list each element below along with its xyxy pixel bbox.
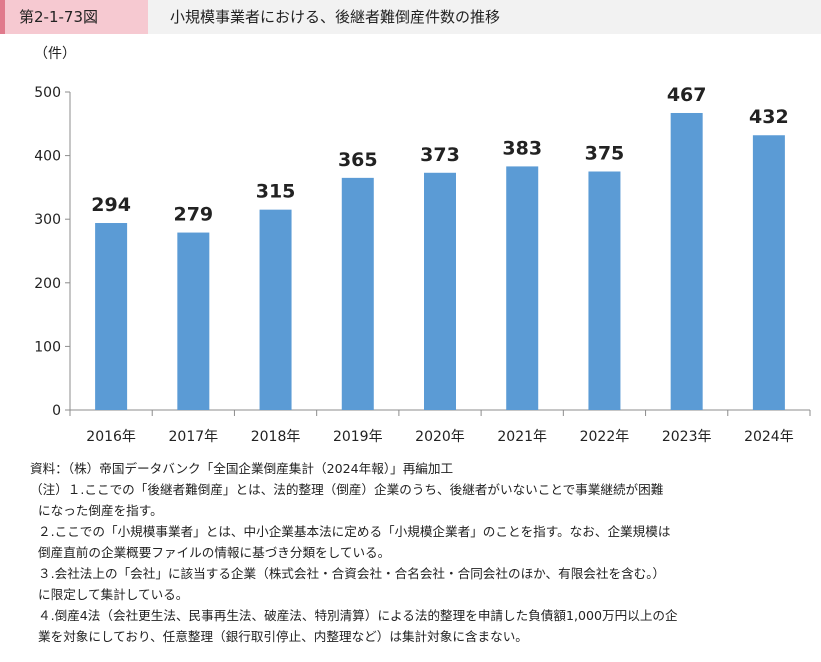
bar <box>670 112 703 410</box>
bar <box>95 223 128 410</box>
bars: 294 279 315 365 373 383 375 467 432 <box>91 84 789 411</box>
bar <box>259 209 292 410</box>
y-tick-label: 300 <box>34 212 61 228</box>
source-note: 資料：（株）帝国データバンク「全国企業倒産集計（2024年報）」再編加工 <box>30 461 454 476</box>
figure-header: 第2-1-73図 小規模事業者における、後継者難倒産件数の推移 <box>0 0 821 34</box>
y-tick-label: 500 <box>34 85 61 101</box>
y-tick-label: 200 <box>34 276 61 292</box>
note-line: になった倒産を指す。 <box>38 503 163 518</box>
data-label: 375 <box>585 143 625 165</box>
data-label: 383 <box>502 137 542 159</box>
bar <box>341 177 374 410</box>
data-label: 279 <box>173 204 213 226</box>
data-label: 294 <box>91 194 131 216</box>
bar <box>177 232 210 410</box>
data-label: 315 <box>256 181 296 203</box>
x-tick-label: 2018年 <box>251 429 301 445</box>
bar <box>506 166 539 410</box>
bar <box>588 171 621 410</box>
notes: 資料：（株）帝国データバンク「全国企業倒産集計（2024年報）」再編加工 （注）… <box>30 458 810 647</box>
x-tick-label: 2017年 <box>169 429 219 445</box>
x-tick-label: 2020年 <box>415 429 465 445</box>
y-axis: 0 100 200 300 400 500 <box>34 85 71 419</box>
y-tick-label: 0 <box>52 403 61 419</box>
y-tick-label: 400 <box>34 149 61 165</box>
data-label: 373 <box>420 144 460 166</box>
note-line: 業を対象にしており、任意整理（銀行取引停止、内整理など）は集計対象に含まない。 <box>38 629 528 644</box>
figure-label: 第2-1-73図 <box>0 0 148 34</box>
note-line: ３.会社法上の「会社」に該当する企業（株式会社・合資会社・合名会社・合同会社のほ… <box>38 566 666 581</box>
y-axis-label: （件） <box>34 46 76 62</box>
x-tick-label: 2019年 <box>333 429 383 445</box>
data-label: 467 <box>667 84 707 106</box>
bar <box>752 135 785 411</box>
x-tick-label: 2023年 <box>662 429 712 445</box>
note-line: ４.倒産4法（会社更生法、民事再生法、破産法、特別清算）による法的整理を申請した… <box>38 608 678 623</box>
note-line: ２.ここでの「小規模事業者」とは、中小企業基本法に定める「小規模企業者」のことを… <box>38 524 671 539</box>
x-tick-label: 2024年 <box>744 429 794 445</box>
note-line: 倒産直前の企業概要ファイルの情報に基づき分類をしている。 <box>38 545 391 560</box>
x-tick-label: 2016年 <box>86 429 136 445</box>
note-line: に限定して集計している。 <box>38 587 189 602</box>
x-tick-label: 2022年 <box>580 429 630 445</box>
data-label: 365 <box>338 149 378 171</box>
figure-title: 小規模事業者における、後継者難倒産件数の推移 <box>148 0 821 34</box>
bar-chart: （件） 0 100 200 300 400 500 2016年 2017年 2018年 2019… <box>34 46 811 445</box>
y-tick-label: 100 <box>34 339 61 355</box>
x-tick-label: 2021年 <box>497 429 547 445</box>
data-label: 432 <box>749 106 789 128</box>
note-line: （注）１.ここでの「後継者難倒産」とは、法的整理（倒産）企業のうち、後継者がいな… <box>30 482 664 497</box>
bar <box>424 172 456 410</box>
x-axis: 2016年 2017年 2018年 2019年 2020年 2021年 2022年 2023年… <box>69 409 811 445</box>
